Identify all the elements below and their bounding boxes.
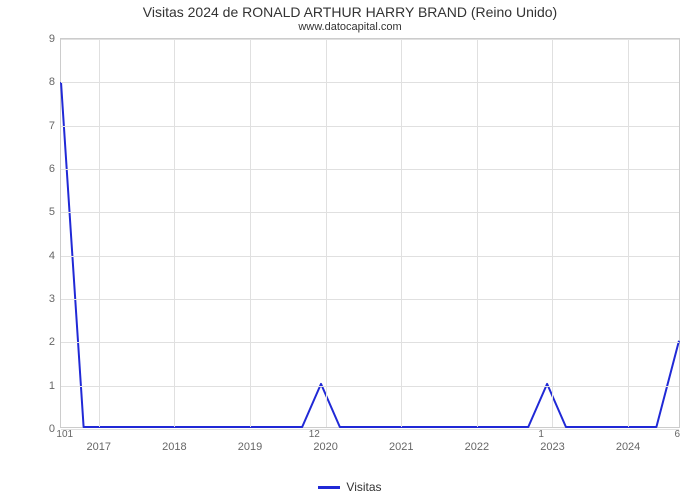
grid-h	[61, 299, 679, 300]
grid-h	[61, 126, 679, 127]
grid-h	[61, 39, 679, 40]
grid-v	[552, 39, 553, 427]
grid-h	[61, 342, 679, 343]
grid-v	[401, 39, 402, 427]
grid-h	[61, 256, 679, 257]
plot-area: 0123456789201720182019202020212022202320…	[60, 38, 680, 428]
line-series	[61, 39, 679, 427]
x-tick-label: 2024	[616, 427, 640, 453]
y-tick-label: 7	[49, 120, 61, 132]
x-tick-label: 2021	[389, 427, 413, 453]
x-tick-label: 2017	[87, 427, 111, 453]
y-tick-label: 9	[49, 33, 61, 45]
chart-subtitle: www.datocapital.com	[0, 21, 700, 34]
y-tick-label: 2	[49, 336, 61, 348]
grid-v	[628, 39, 629, 427]
grid-h	[61, 212, 679, 213]
grid-h	[61, 82, 679, 83]
plot-container: 0123456789201720182019202020212022202320…	[60, 38, 680, 428]
grid-h	[61, 429, 679, 430]
value-label: 12	[309, 427, 320, 440]
y-tick-label: 1	[49, 380, 61, 392]
legend-swatch	[318, 486, 340, 489]
chart-title: Visitas 2024 de RONALD ARTHUR HARRY BRAN…	[0, 0, 700, 21]
x-tick-label: 2022	[465, 427, 489, 453]
grid-v	[326, 39, 327, 427]
y-tick-label: 8	[49, 76, 61, 88]
value-label: 1	[538, 427, 544, 440]
y-tick-label: 4	[49, 250, 61, 262]
y-tick-label: 6	[49, 163, 61, 175]
value-label: 101	[56, 427, 73, 440]
grid-v	[99, 39, 100, 427]
grid-h	[61, 386, 679, 387]
visits-chart: Visitas 2024 de RONALD ARTHUR HARRY BRAN…	[0, 0, 700, 500]
visits-line	[61, 82, 679, 427]
grid-h	[61, 169, 679, 170]
grid-v	[174, 39, 175, 427]
grid-v	[477, 39, 478, 427]
value-label: 6	[674, 427, 680, 440]
x-tick-label: 2019	[238, 427, 262, 453]
y-tick-label: 3	[49, 293, 61, 305]
y-tick-label: 5	[49, 206, 61, 218]
x-tick-label: 2018	[162, 427, 186, 453]
grid-v	[250, 39, 251, 427]
legend-label: Visitas	[346, 480, 381, 494]
legend: Visitas	[0, 480, 700, 494]
